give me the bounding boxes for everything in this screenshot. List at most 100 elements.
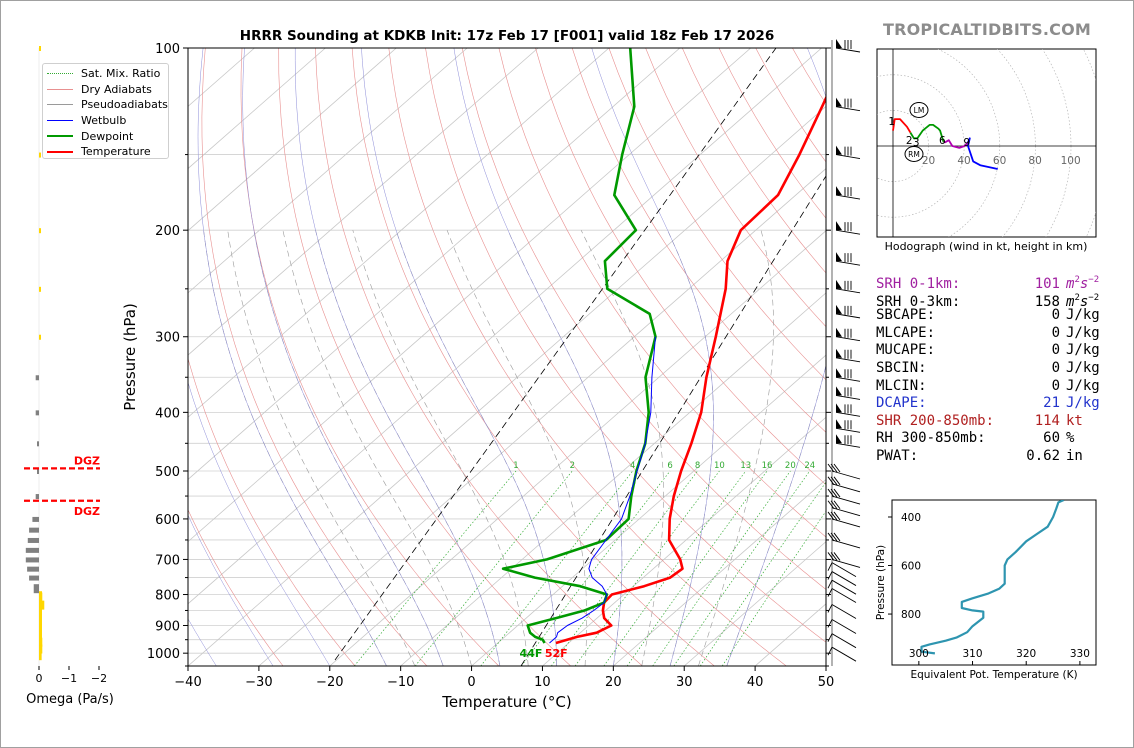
barb-pennant bbox=[836, 97, 842, 107]
omega-bar bbox=[39, 46, 41, 51]
barb-flag bbox=[830, 552, 838, 561]
param-unit: J/kg bbox=[1066, 359, 1100, 376]
barb-shaft bbox=[835, 313, 861, 319]
y-tick-label: 500 bbox=[155, 465, 180, 480]
param-label: PWAT: bbox=[876, 447, 919, 464]
mixing-ratio-label: 8 bbox=[695, 461, 700, 471]
legend-item: Temperature bbox=[43, 144, 168, 160]
param-unit: J/kg bbox=[1066, 377, 1100, 394]
param-row: PWAT: 0.62 in bbox=[876, 448, 1100, 466]
param-row: RH 300-850mb: 60% bbox=[876, 430, 1100, 448]
x-tick-label: 10 bbox=[534, 675, 551, 690]
param-value: 0 bbox=[1051, 307, 1060, 324]
barb-flag bbox=[827, 579, 833, 589]
y-tick-label: 300 bbox=[155, 331, 180, 346]
dry-adiabat bbox=[461, 48, 826, 590]
dry-adiabat bbox=[645, 48, 826, 328]
wind-barb bbox=[827, 511, 861, 528]
legend-label: Dry Adiabats bbox=[81, 82, 152, 96]
legend-swatch bbox=[47, 135, 73, 138]
series-dewpoint bbox=[501, 48, 657, 644]
omega-bar bbox=[39, 645, 42, 654]
wind-barb bbox=[827, 463, 861, 480]
barb-pennant bbox=[836, 39, 842, 48]
legend-swatch bbox=[47, 73, 73, 75]
param-value: 0.62 bbox=[1026, 447, 1060, 464]
y-axis-label: Pressure (hPa) bbox=[121, 303, 139, 411]
legend-label: Wetbulb bbox=[81, 114, 127, 128]
barb-shaft bbox=[831, 571, 857, 586]
storm-motion-marker bbox=[904, 146, 924, 162]
omega-bar bbox=[39, 596, 42, 605]
hodograph-trace bbox=[943, 139, 969, 149]
param-label: SHR 200-850mb: bbox=[876, 412, 995, 429]
wind-barb bbox=[835, 348, 861, 363]
barb-shaft bbox=[835, 411, 861, 417]
param-unit: m2s−2 bbox=[1066, 275, 1100, 292]
param-label: MLCAPE: bbox=[876, 324, 936, 341]
dry-adiabat bbox=[498, 48, 826, 538]
param-value: 21 bbox=[1043, 395, 1060, 412]
moist-adiabat bbox=[726, 48, 826, 666]
param-label: SBCIN: bbox=[876, 359, 927, 376]
param-value: 0 bbox=[1051, 324, 1060, 341]
hodograph-plot: 20 40 60 80 100 12 3 6 9 LM RM bbox=[876, 48, 1097, 238]
param-value: 101 bbox=[1034, 276, 1060, 292]
y-tick-label: 800 bbox=[155, 589, 180, 604]
barb-flag bbox=[833, 500, 841, 510]
x-tick-label: 50 bbox=[818, 675, 835, 690]
param-label: DCAPE: bbox=[876, 395, 927, 412]
pseudoadiabat bbox=[698, 230, 774, 666]
chart-legend: Sat. Mix. Ratio Dry Adiabats Pseudoadiab… bbox=[42, 63, 169, 159]
isotherm-line bbox=[188, 48, 397, 232]
barb-shaft bbox=[835, 106, 861, 112]
omega-bar bbox=[39, 636, 42, 645]
wind-barb bbox=[827, 633, 857, 649]
omega-axis-label: Omega (Pa/s) bbox=[26, 692, 114, 707]
isotherm-line bbox=[613, 478, 826, 666]
isotherm-line bbox=[188, 48, 326, 170]
series-temperature bbox=[555, 95, 826, 645]
isotherm-line bbox=[188, 48, 610, 418]
param-label: SRH 0-3km: bbox=[876, 293, 961, 310]
wind-barb bbox=[827, 476, 861, 493]
barb-shaft bbox=[831, 507, 861, 517]
hodograph-trace bbox=[909, 124, 945, 143]
theta-y-tick-label: 400 bbox=[901, 512, 921, 524]
param-label: SBCAPE: bbox=[876, 307, 936, 324]
barb-flag bbox=[827, 633, 833, 642]
barb-flag bbox=[833, 511, 841, 521]
barb-shaft bbox=[835, 260, 861, 266]
dry-adiabat bbox=[188, 509, 284, 666]
x-tick-label: 0 bbox=[467, 675, 475, 690]
barb-shaft bbox=[835, 154, 861, 160]
wind-barb bbox=[827, 604, 857, 619]
wind-barb bbox=[827, 646, 857, 662]
isotherm-line bbox=[188, 48, 468, 294]
theta-e-line bbox=[920, 500, 1065, 655]
mixing-ratio-label: 6 bbox=[667, 461, 672, 471]
wind-barb bbox=[835, 221, 861, 235]
legend-item: Pseudoadiabats bbox=[43, 97, 168, 113]
mixing-ratio-label: 2 bbox=[570, 461, 575, 471]
theta-x-tick-label: 320 bbox=[1016, 648, 1036, 660]
storm-motion-marker bbox=[909, 102, 929, 118]
isotherm-line bbox=[188, 48, 539, 356]
param-value: 0 bbox=[1051, 377, 1060, 394]
wind-barb bbox=[835, 252, 861, 266]
x-tick-label: 30 bbox=[676, 675, 693, 690]
mixing-ratio-label: 16 bbox=[762, 461, 773, 471]
param-row: MUCAPE: 0 J/kg bbox=[876, 342, 1100, 360]
moist-adiabat bbox=[453, 48, 623, 666]
theta-y-axis-label: Pressure (hPa) bbox=[875, 545, 887, 620]
barb-flag bbox=[827, 500, 835, 510]
param-unit: kt bbox=[1066, 412, 1083, 429]
omega-bar bbox=[39, 591, 42, 600]
mixing-ratio-label: 24 bbox=[804, 461, 815, 471]
omega-bar bbox=[39, 615, 42, 624]
hodograph-point-label: 6 bbox=[939, 135, 946, 147]
param-unit: in bbox=[1066, 447, 1083, 464]
dry-adiabat bbox=[388, 48, 787, 666]
barb-flag bbox=[833, 476, 841, 486]
